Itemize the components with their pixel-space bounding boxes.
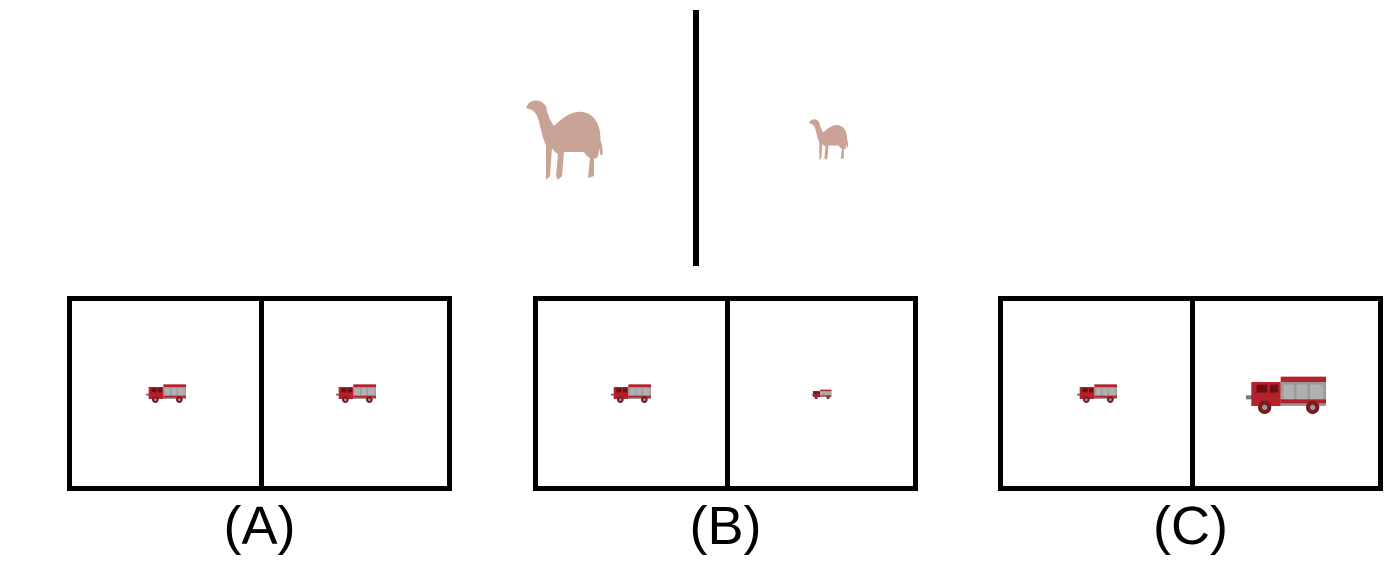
fire-truck-icon <box>146 384 186 403</box>
fire-truck-icon <box>336 384 376 403</box>
option-c-frame <box>998 296 1383 491</box>
option-c-divider <box>1190 301 1195 486</box>
fire-truck-large-icon <box>1246 376 1326 414</box>
fire-truck-icon <box>611 384 651 403</box>
option-b-label: (B) <box>689 496 762 556</box>
fire-truck-small-icon <box>811 389 832 399</box>
fire-truck-icon <box>1077 384 1117 403</box>
option-c-label: (C) <box>1153 496 1228 556</box>
option-b-divider <box>725 301 730 486</box>
option-a-frame <box>67 296 452 491</box>
reference-divider <box>693 10 699 266</box>
camel-small-icon <box>809 119 849 160</box>
camel-large-icon <box>526 100 603 180</box>
option-a-label: (A) <box>223 496 296 556</box>
option-b-frame <box>533 296 918 491</box>
option-a-divider <box>259 301 264 486</box>
